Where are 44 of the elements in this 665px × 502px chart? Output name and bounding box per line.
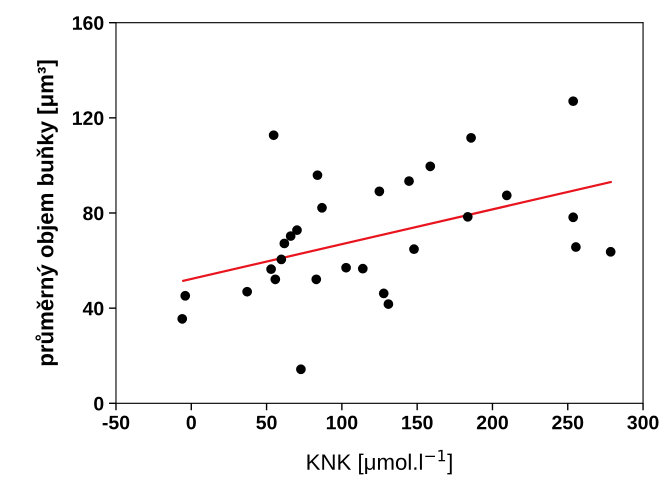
point [568, 96, 578, 106]
point [270, 274, 280, 284]
point [279, 238, 290, 248]
x-tick-label: 300 [627, 416, 658, 430]
x-tick-label: 50 [256, 416, 277, 430]
y-tick-label: 160 [72, 16, 104, 30]
point [384, 299, 394, 309]
point [242, 286, 252, 297]
point [276, 254, 286, 264]
x-axis-title: KNK [μmol.l$^{−1}$] [307, 450, 452, 474]
point [292, 225, 302, 235]
point [266, 264, 276, 274]
point [502, 190, 512, 200]
point [606, 246, 616, 257]
x-tick-label: 100 [326, 416, 358, 430]
point [404, 176, 414, 186]
x-tick-label: 250 [552, 416, 584, 430]
point [466, 132, 476, 143]
point [177, 314, 188, 324]
point [374, 186, 384, 196]
point [180, 290, 190, 301]
point [311, 274, 322, 284]
point [571, 242, 581, 252]
y-tick-label: 120 [72, 111, 104, 126]
point [409, 244, 419, 254]
y-axis-title: průměrný objem buňky [μm³] [35, 60, 58, 366]
x-tick-label: 0 [186, 416, 196, 430]
point [341, 262, 351, 273]
point [296, 364, 306, 374]
point [317, 202, 327, 213]
y-tick-label: 0 [94, 396, 104, 411]
x-tick-label: 150 [402, 416, 433, 430]
point [568, 212, 578, 222]
y-tick-label: 80 [83, 206, 104, 220]
point [312, 170, 322, 180]
x-tick-label: -50 [102, 416, 130, 430]
point [462, 212, 473, 222]
x-tick-label: 200 [476, 416, 508, 430]
point [268, 130, 279, 140]
point [358, 264, 368, 274]
point [378, 288, 389, 298]
y-tick-label: 40 [82, 302, 104, 316]
point [425, 162, 436, 172]
point [286, 231, 296, 241]
